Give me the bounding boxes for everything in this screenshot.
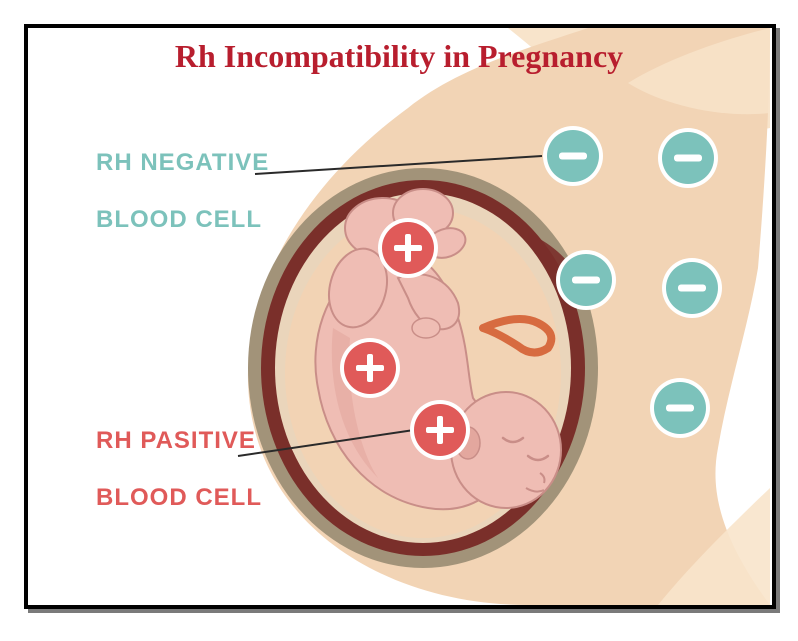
label-rh-positive-line2: BLOOD CELL: [96, 484, 262, 511]
rh-positive-marker: [410, 400, 470, 460]
rh-negative-marker: [662, 258, 722, 318]
rh-positive-marker: [378, 218, 438, 278]
label-rh-positive-line1: RH PASITIVE: [96, 427, 256, 454]
rh-negative-marker: [658, 128, 718, 188]
label-rh-negative-line1: RH NEGATIVE: [96, 149, 269, 176]
rh-negative-marker: [543, 126, 603, 186]
diagram-canvas: Rh Incompatibility in Pregnancy RH NEGAT…: [28, 28, 770, 605]
rh-negative-marker: [650, 378, 710, 438]
label-rh-negative: RH NEGATIVE BLOOD CELL: [50, 120, 269, 264]
diagram-frame: Rh Incompatibility in Pregnancy RH NEGAT…: [0, 0, 798, 641]
label-rh-positive: RH PASITIVE BLOOD CELL: [50, 398, 262, 542]
rh-positive-marker: [340, 338, 400, 398]
diagram-title: Rh Incompatibility in Pregnancy: [28, 38, 770, 75]
label-rh-negative-line2: BLOOD CELL: [96, 206, 262, 233]
rh-negative-marker: [556, 250, 616, 310]
